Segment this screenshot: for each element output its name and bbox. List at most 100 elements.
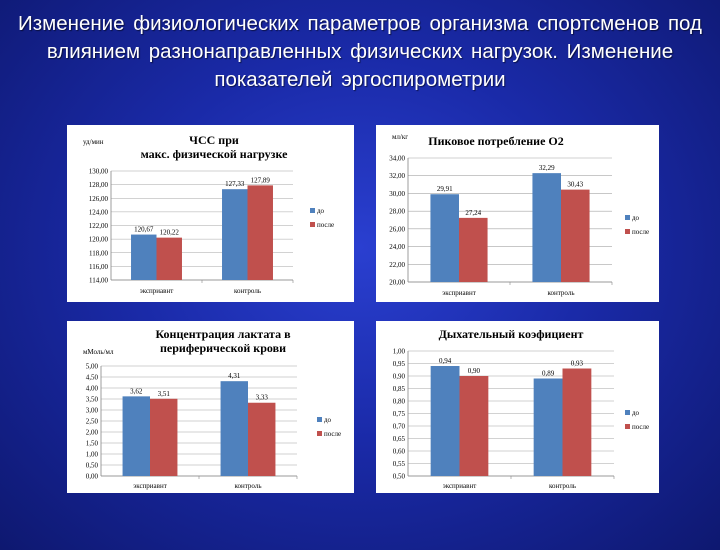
data-label: 127,89 <box>251 176 271 184</box>
bar-posle <box>561 189 590 282</box>
y-tick-label: 0,00 <box>86 473 99 481</box>
y-axis-unit: мл/кг <box>392 133 408 141</box>
chart-title: Концентрация лактата в <box>155 327 291 341</box>
y-tick-label: 0,70 <box>393 423 406 431</box>
bar-do <box>533 378 563 476</box>
chart-title: Дыхательный коэфициент <box>439 327 584 341</box>
data-label: 127,33 <box>225 180 245 188</box>
y-tick-label: 5,00 <box>86 363 99 371</box>
legend-swatch <box>317 431 322 436</box>
y-tick-label: 30,00 <box>389 190 405 198</box>
bar-do <box>220 381 248 476</box>
y-tick-label: 0,85 <box>393 385 406 393</box>
data-label: 27,24 <box>465 209 481 217</box>
legend-label: после <box>632 423 649 431</box>
y-tick-label: 24,00 <box>389 243 405 251</box>
y-tick-label: 3,50 <box>86 396 99 404</box>
chart-title: макс. физической нагрузке <box>141 147 289 161</box>
y-tick-label: 0,55 <box>393 460 406 468</box>
y-tick-label: 2,00 <box>86 429 99 437</box>
y-tick-label: 4,50 <box>86 374 99 382</box>
chart-title: периферической крови <box>160 341 286 355</box>
y-axis-unit: мМоль/мл <box>83 348 114 356</box>
y-tick-label: 1,00 <box>86 451 99 459</box>
data-label: 120,22 <box>160 229 180 237</box>
x-category-label: эксприавнт <box>140 287 174 295</box>
data-label: 29,91 <box>437 185 453 193</box>
bar-posle <box>156 237 182 280</box>
bar-do <box>122 396 150 476</box>
x-category-label: эксприавнт <box>443 482 477 490</box>
bar-posle <box>459 217 488 282</box>
data-label: 4,31 <box>228 372 241 380</box>
bar-posle <box>459 376 489 476</box>
y-tick-label: 0,50 <box>393 473 406 481</box>
data-label: 3,33 <box>256 394 269 402</box>
bar-do <box>222 189 248 280</box>
legend-swatch <box>310 208 315 213</box>
legend-label: после <box>317 221 334 229</box>
bar-do <box>532 173 561 282</box>
data-label: 3,51 <box>158 390 171 398</box>
legend-swatch <box>625 215 630 220</box>
bar-do <box>131 234 157 280</box>
y-tick-label: 116,00 <box>89 263 108 271</box>
x-category-label: контроль <box>234 482 261 490</box>
bar-posle <box>150 398 178 476</box>
legend-label: после <box>324 430 341 438</box>
chart-svg: Дыхательный коэфициент 0,50 0,55 0,60 0,65 0,… <box>393 327 649 490</box>
legend-label: до <box>632 214 640 222</box>
bar-posle <box>247 185 273 280</box>
bar-do <box>430 366 460 476</box>
x-category-label: эксприавнт <box>133 482 167 490</box>
y-tick-label: 4,00 <box>86 385 99 393</box>
bar-posle <box>248 402 276 476</box>
y-tick-label: 124,00 <box>89 208 109 216</box>
y-tick-label: 0,50 <box>86 462 99 470</box>
y-tick-label: 34,00 <box>389 155 405 163</box>
chart-panel-respiratory-quotient: Дыхательный коэфициент 0,50 0,55 0,60 0,65 0,… <box>376 321 659 493</box>
chart-svg: Пиковое потребление О2 мл/кг 20,00 22,00 24,… <box>389 133 649 297</box>
y-tick-label: 1,00 <box>393 348 406 356</box>
chart-title: Пиковое потребление О2 <box>428 134 563 148</box>
y-tick-label: 0,60 <box>393 448 406 456</box>
legend-label: после <box>632 228 649 236</box>
y-tick-label: 1,50 <box>86 440 99 448</box>
chart-panel-heart-rate: ЧСС при макс. физической нагрузке уд/мин 11… <box>67 125 354 302</box>
y-tick-label: 114,00 <box>89 277 108 285</box>
y-tick-label: 0,75 <box>393 410 406 418</box>
y-tick-label: 0,90 <box>393 373 406 381</box>
y-axis-unit: уд/мин <box>83 138 104 146</box>
y-tick-label: 126,00 <box>89 195 109 203</box>
legend-swatch <box>310 222 315 227</box>
y-tick-label: 28,00 <box>389 208 405 216</box>
y-tick-label: 0,80 <box>393 398 406 406</box>
y-tick-label: 0,65 <box>393 435 406 443</box>
x-category-label: контроль <box>547 289 574 297</box>
y-tick-label: 2,50 <box>86 418 99 426</box>
data-label: 120,67 <box>134 226 154 234</box>
x-category-label: контроль <box>549 482 576 490</box>
y-tick-label: 122,00 <box>89 222 109 230</box>
y-tick-label: 118,00 <box>89 249 108 257</box>
data-label: 3,62 <box>130 387 143 395</box>
chart-title: ЧСС при <box>189 133 239 147</box>
data-label: 0,89 <box>542 370 555 378</box>
legend-label: до <box>317 207 325 215</box>
data-label: 32,29 <box>539 164 555 172</box>
x-category-label: контроль <box>234 287 261 295</box>
y-tick-label: 128,00 <box>89 181 109 189</box>
legend-swatch <box>625 229 630 234</box>
legend-swatch <box>317 417 322 422</box>
x-category-label: эксприавнт <box>442 289 476 297</box>
y-tick-label: 0,95 <box>393 360 406 368</box>
bar-do <box>430 194 459 282</box>
y-tick-label: 3,00 <box>86 407 99 415</box>
y-tick-label: 26,00 <box>389 225 405 233</box>
legend-label: до <box>632 409 640 417</box>
y-tick-label: 120,00 <box>89 236 109 244</box>
y-tick-label: 22,00 <box>389 261 405 269</box>
y-tick-label: 20,00 <box>389 279 405 287</box>
